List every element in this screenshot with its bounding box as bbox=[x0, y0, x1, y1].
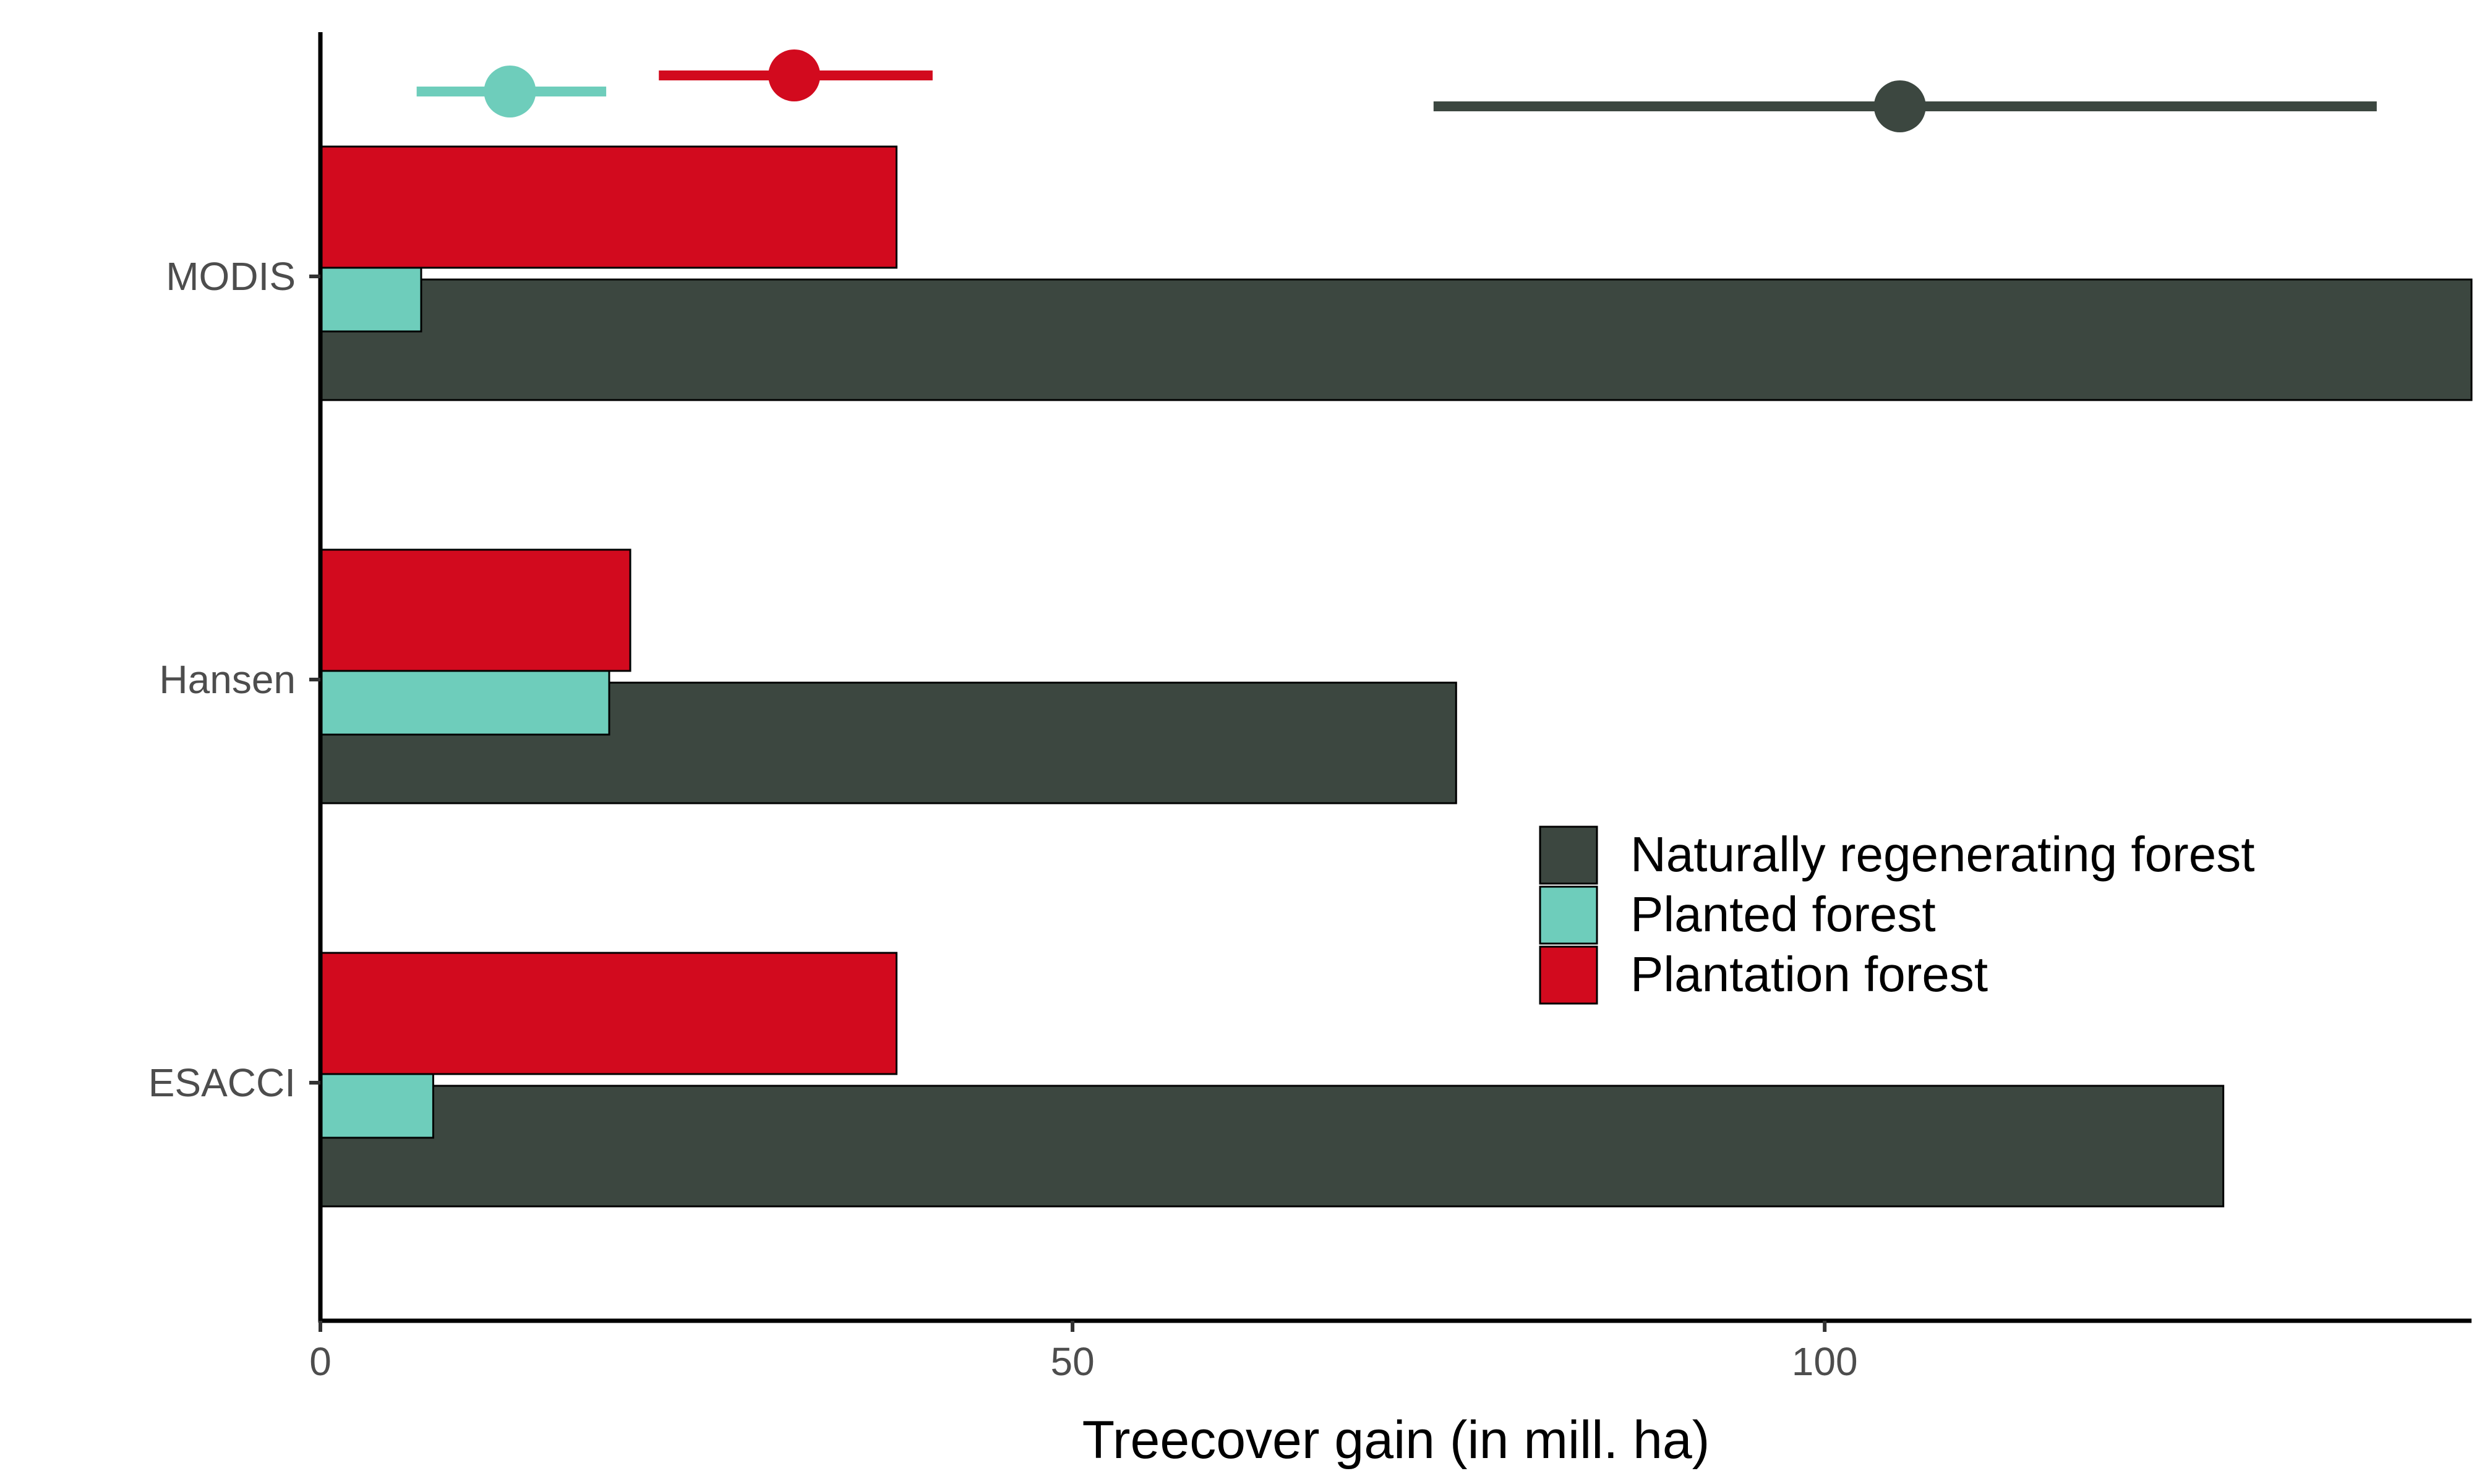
bar-modis-naturally-regenerating-forest bbox=[319, 278, 2473, 401]
bar-esacci-planted-forest bbox=[319, 1073, 434, 1139]
bar-esacci-naturally-regenerating-forest bbox=[319, 1085, 2225, 1208]
bar-hansen-naturally-regenerating-forest bbox=[319, 681, 1457, 804]
legend-label-naturally-regenerating-forest: Naturally regenerating forest bbox=[1630, 827, 2254, 882]
x-axis-title: Treecover gain (in mill. ha) bbox=[1082, 1410, 1710, 1470]
x-tick-label-50: 50 bbox=[1050, 1339, 1094, 1384]
axes: ESACCI Hansen MODIS 0 50 100 bbox=[148, 32, 2472, 1384]
interval-point-plantation-forest bbox=[768, 49, 821, 101]
interval-point-planted-forest bbox=[484, 66, 536, 117]
x-tick-label-100: 100 bbox=[1792, 1339, 1858, 1384]
bar-esacci-plantation-forest bbox=[319, 952, 898, 1075]
legend-key-naturally-regenerating-forest bbox=[1539, 825, 1598, 885]
y-tick-label-modis: MODIS bbox=[166, 254, 296, 299]
plot-marks bbox=[319, 49, 2473, 1208]
legend-key-plantation-forest bbox=[1539, 945, 1598, 1005]
x-tick-label-0: 0 bbox=[309, 1339, 332, 1384]
bar-hansen-plantation-forest bbox=[319, 548, 631, 672]
interval-point-naturally-regenerating-forest bbox=[1873, 80, 1926, 132]
y-tick-label-hansen: Hansen bbox=[159, 657, 296, 702]
legend-label-planted-forest: Planted forest bbox=[1630, 887, 1936, 942]
bar-modis-planted-forest bbox=[319, 267, 422, 333]
bar-hansen-planted-forest bbox=[319, 670, 610, 736]
y-tick-label-esacci: ESACCI bbox=[148, 1060, 296, 1105]
legend-label-plantation-forest: Plantation forest bbox=[1630, 947, 1988, 1002]
legend-key-planted-forest bbox=[1539, 885, 1598, 945]
bar-modis-plantation-forest bbox=[319, 145, 898, 269]
